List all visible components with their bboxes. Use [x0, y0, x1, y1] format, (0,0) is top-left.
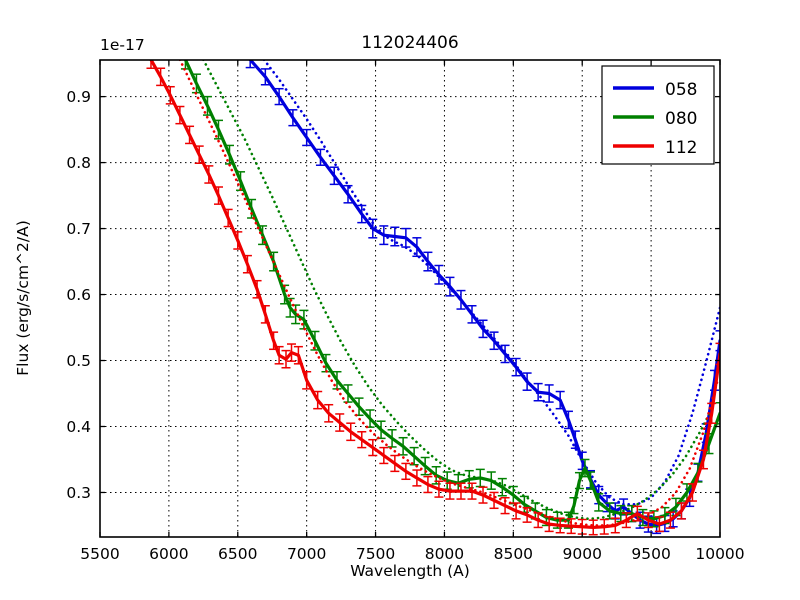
series-path-080-model: [202, 60, 715, 521]
x-tick-label: 8000: [425, 545, 464, 563]
legend-label-080: 080: [665, 109, 697, 129]
x-tick-label: 6500: [218, 545, 257, 563]
plot-border: [99, 59, 721, 538]
axes-frame: [99, 59, 721, 538]
y-tick-label: 0.9: [66, 88, 91, 106]
y-tick-label: 0.6: [66, 286, 91, 304]
series-path-112-model: [178, 60, 719, 527]
legend-entry-080[interactable]: 080: [613, 109, 697, 129]
y-tick-label: 0.7: [66, 220, 91, 238]
legend-entry-112[interactable]: 112: [613, 138, 697, 158]
x-tick-label: 7000: [287, 545, 326, 563]
tick-layer: 5500 6000 6500 7000 7500 8000 8500 9000 9500 1000…: [66, 60, 745, 563]
x-tick-label: 9500: [631, 545, 670, 563]
y-axis-offset-text: 1e-17: [100, 36, 145, 54]
y-tick-label: 0.4: [66, 418, 91, 436]
data-layer: [146, 60, 720, 536]
legend[interactable]: 058 080 112: [601, 65, 715, 165]
x-axis-label: Wavelength (A): [350, 562, 470, 580]
x-tick-label: 10000: [695, 545, 744, 563]
y-tick-label: 0.5: [66, 352, 91, 370]
series-080-model: [202, 60, 715, 521]
x-tick-label: 7500: [356, 545, 395, 563]
x-tick-label: 5500: [80, 545, 119, 563]
series-058-model: [262, 60, 720, 506]
plot-title: 112024406: [361, 33, 458, 53]
legend-entry-058[interactable]: 058: [613, 80, 697, 100]
series-112-model: [178, 60, 719, 527]
legend-label-058: 058: [665, 80, 697, 100]
y-tick-label: 0.3: [66, 484, 91, 502]
x-tick-label: 6000: [149, 545, 188, 563]
y-axis-label: Flux (erg/s/cm^2/A): [14, 220, 32, 376]
x-tick-label: 8500: [494, 545, 533, 563]
series-path-058-model: [262, 60, 720, 506]
x-tick-label: 9000: [562, 545, 601, 563]
legend-label-112: 112: [665, 138, 697, 158]
y-tick-label: 0.8: [66, 154, 91, 172]
